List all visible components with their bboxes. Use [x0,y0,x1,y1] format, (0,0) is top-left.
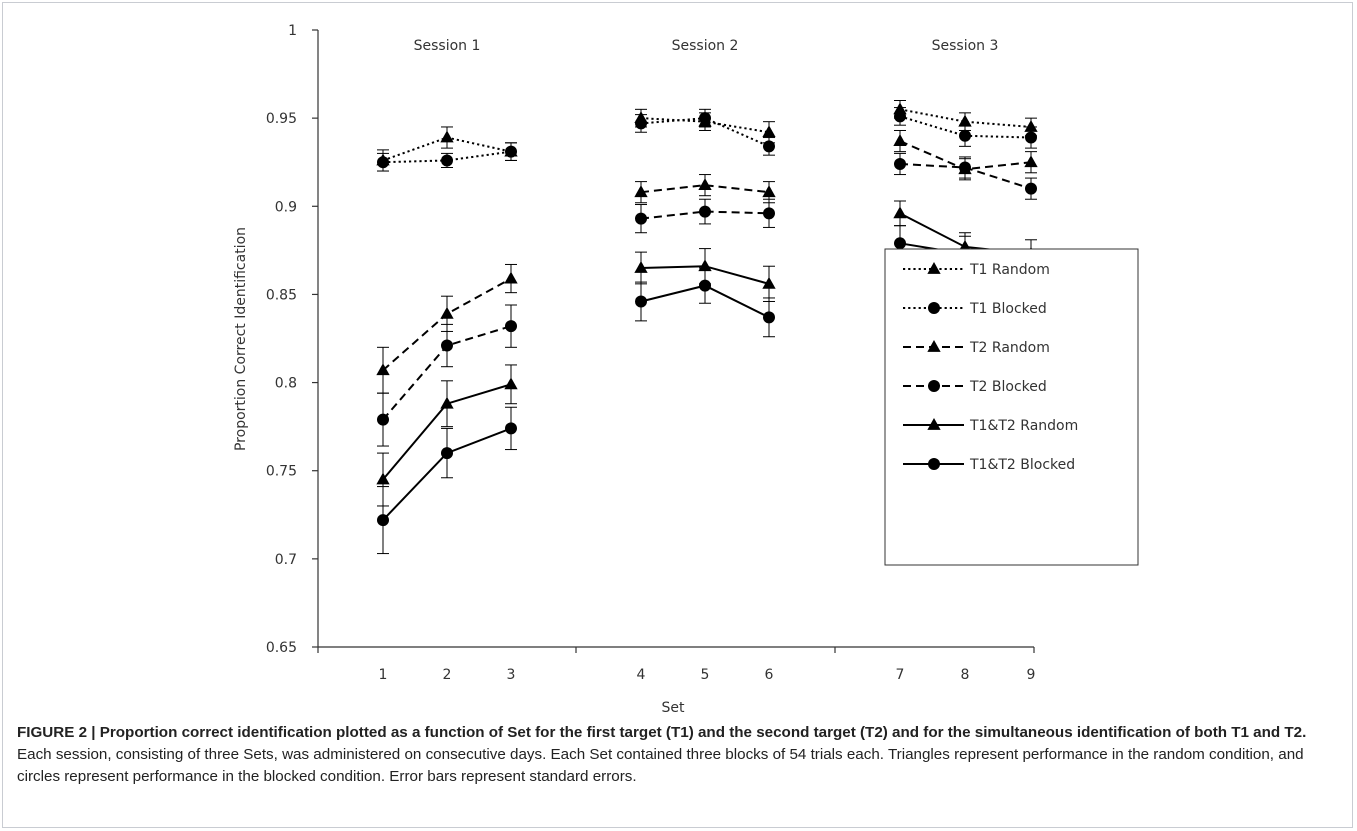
caption-text: Each session, consisting of three Sets, … [17,746,1304,785]
y-tick-label: 0.8 [275,376,297,392]
triangle-marker [927,262,941,274]
x-tick-label: 5 [701,667,710,683]
x-tick-label: 7 [896,667,905,683]
y-tick-label: 0.9 [275,199,297,215]
y-tick-label: 0.95 [266,111,297,127]
circle-marker [699,279,711,292]
circle-marker [894,157,906,170]
triangle-marker [762,125,776,138]
triangle-marker [893,206,907,219]
x-axis-title: Set [662,700,686,716]
x-tick-label: 4 [637,667,646,683]
triangle-marker [958,114,972,127]
circle-marker [928,458,940,470]
circle-marker [763,207,775,220]
y-axis-title: Proportion Correct Identification [233,227,249,451]
circle-marker [441,447,453,460]
triangle-marker [440,306,454,319]
circle-marker [959,161,971,174]
triangle-marker [504,377,518,390]
circle-marker [763,311,775,324]
y-tick-label: 0.75 [266,464,297,480]
circle-marker [377,413,389,426]
legend-label: T2 Random [969,340,1050,356]
legend: T1 Random T1 Blocked T2 Random T2 Blocked T1… [884,248,1139,566]
circle-marker [505,320,517,333]
circle-marker [1025,131,1037,144]
legend-label: T1 Blocked [969,301,1047,317]
x-tick-label: 3 [507,667,516,683]
session-label: Session 1 [414,38,481,54]
triangle-marker [927,418,941,430]
triangle-marker [1024,119,1038,132]
circle-marker [441,339,453,352]
circle-marker [894,110,906,123]
triangle-marker [440,396,454,409]
circle-marker [635,295,647,308]
circle-marker [505,145,517,158]
legend-label: T1&T2 Blocked [969,457,1075,473]
x-tick-label: 6 [765,667,774,683]
x-tick-label: 9 [1027,667,1036,683]
triangle-marker [634,185,648,198]
series-line [640,210,770,220]
series-line [899,108,1032,128]
legend-label: T1 Random [969,262,1050,278]
circle-marker [763,140,775,153]
circle-marker [894,237,906,250]
y-tick-label: 0.85 [266,287,297,303]
y-tick-label: 0.7 [275,552,297,568]
circle-marker [505,422,517,435]
triangle-marker [762,276,776,289]
y-tick-label: 1 [288,23,297,39]
x-tick-label: 1 [379,667,388,683]
axes: 0.65 0.7 0.75 0.8 0.85 0.9 0.95 1 1 2 3 4 5 6 7 8 9 Set Pr… [233,23,1035,716]
series-t1-blocked [377,107,1037,172]
circle-marker [377,156,389,169]
circle-marker [959,129,971,142]
triangle-marker [927,340,941,352]
circle-marker [928,302,940,314]
circle-marker [441,154,453,167]
series-line [640,184,770,194]
series-t1-random [376,100,1038,172]
circle-marker [635,117,647,130]
session-label: Session 3 [932,38,999,54]
triangle-marker [504,271,518,284]
circle-marker [1025,182,1037,195]
circle-marker [699,112,711,125]
x-tick-label: 8 [961,667,970,683]
triangle-marker [376,472,390,485]
circle-marker [928,380,940,392]
series-t2-blocked [377,152,1037,447]
circle-marker [635,212,647,225]
figure-caption: FIGURE 2 | Proportion correct identifica… [17,722,1342,788]
x-tick-label: 2 [443,667,452,683]
triangle-marker [440,130,454,143]
triangle-marker [762,185,776,198]
session-label: Session 2 [672,38,739,54]
caption-bold: FIGURE 2 | Proportion correct identifica… [17,724,1307,741]
triangle-marker [698,178,712,191]
triangle-marker [893,134,907,146]
triangle-marker [1024,155,1038,168]
legend-box [884,248,1139,566]
y-tick-label: 0.65 [266,640,297,656]
legend-label: T1&T2 Random [969,418,1078,434]
triangle-marker [376,363,390,376]
circle-marker [377,514,389,527]
triangle-marker [634,260,648,273]
chart: 0.65 0.7 0.75 0.8 0.85 0.9 0.95 1 1 2 3 4 5 6 7 8 9 Set Pr… [233,23,1139,716]
legend-label: T2 Blocked [969,379,1047,395]
circle-marker [699,205,711,218]
